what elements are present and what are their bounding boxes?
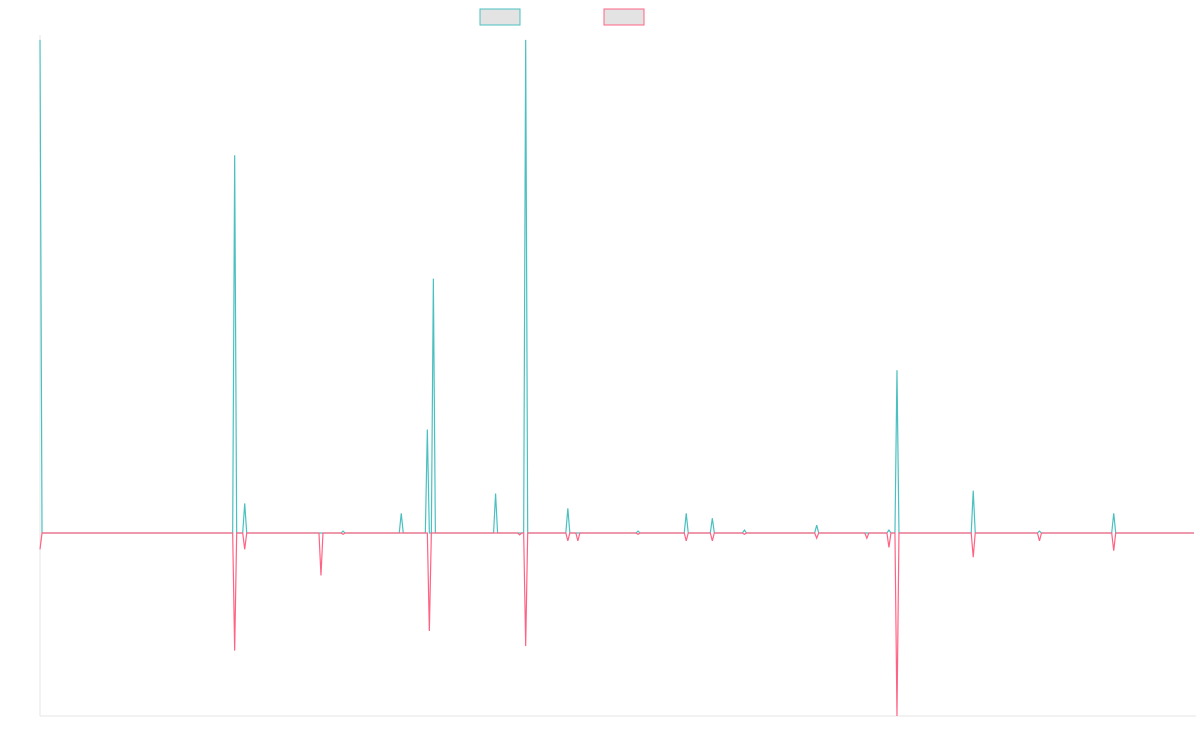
legend — [479, 8, 645, 26]
legend-swatch-1[interactable] — [479, 8, 521, 26]
legend-swatch-2[interactable] — [603, 8, 645, 26]
series-line-2 — [39, 532, 1194, 717]
series-line-1 — [39, 39, 1194, 534]
axes — [39, 35, 1196, 717]
series-layer — [39, 39, 1194, 717]
